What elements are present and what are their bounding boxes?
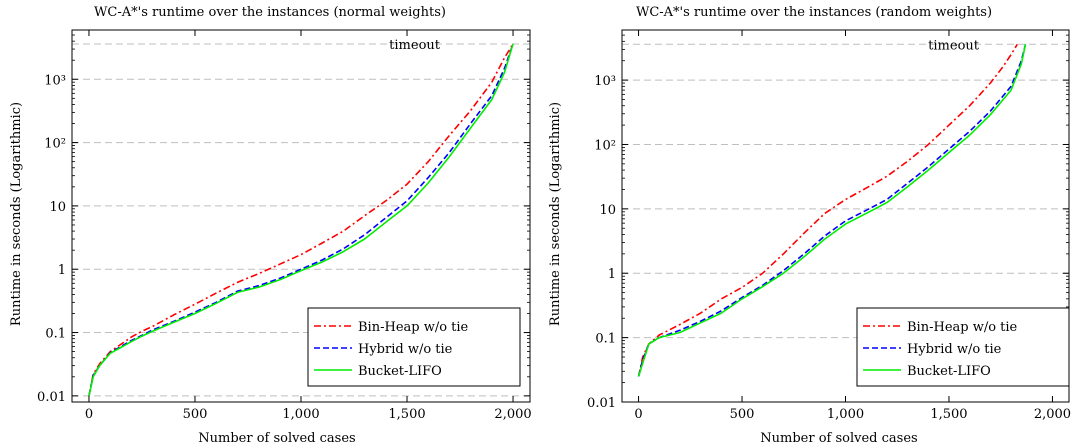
x-tick-label: 1,500 (930, 407, 967, 422)
y-tick-label: 10 (599, 203, 616, 218)
chart-title: WC-A*'s runtime over the instances (norm… (94, 5, 446, 20)
legend-label: Bucket-LIFO (358, 364, 442, 379)
x-tick-label: 2,000 (494, 407, 531, 422)
x-tick-label: 500 (183, 407, 208, 422)
timeout-label: timeout (389, 38, 441, 53)
y-axis-label: Runtime in seconds (Logarithmic) (9, 102, 24, 326)
x-tick-label: 1,000 (282, 407, 319, 422)
x-tick-label: 2,000 (1034, 407, 1071, 422)
y-tick-label: 0.01 (37, 390, 66, 405)
y-tick-label: 1 (608, 267, 616, 282)
y-tick-label: 10 (49, 200, 66, 215)
x-tick-label: 0 (634, 407, 642, 422)
series-line-hybrid-w-o-tie (88, 43, 514, 397)
x-tick-label: 1,500 (388, 407, 425, 422)
plot-frame (71, 29, 531, 403)
series-line-bin-heap-w-o-tie (637, 43, 1018, 377)
y-tick-label: 10³ (594, 74, 616, 89)
y-axis-label: Runtime in seconds (Logarithmic) (548, 102, 563, 326)
y-tick-label: 0.01 (587, 396, 616, 411)
chart-normal-weights: WC-A*'s runtime over the instances (norm… (9, 5, 532, 446)
y-tick-label: 0.1 (45, 327, 66, 342)
legend-label: Hybrid w/o tie (358, 342, 453, 357)
y-tick-label: 0.1 (595, 332, 616, 347)
x-tick-label: 0 (85, 407, 93, 422)
x-tick-label: 1,000 (827, 407, 864, 422)
timeout-label: timeout (928, 38, 980, 53)
y-tick-label: 10² (44, 137, 66, 152)
legend: Bin-Heap w/o tie Hybrid w/o tie Bucket-LIF… (856, 307, 1070, 387)
y-tick-label: 10² (594, 138, 616, 153)
legend-box (856, 307, 1070, 387)
y-tick-label: 1 (58, 263, 66, 278)
legend-label: Bucket-LIFO (907, 364, 991, 379)
legend-label: Bin-Heap w/o tie (907, 320, 1018, 335)
plot-frame (621, 29, 1070, 403)
legend: Bin-Heap w/o tie Hybrid w/o tie Bucket-LIF… (307, 307, 521, 387)
x-axis-label: Number of solved cases (198, 431, 355, 446)
legend-label: Bin-Heap w/o tie (358, 320, 469, 335)
series-line-bucket-lifo (637, 44, 1027, 377)
chart-random-weights: WC-A*'s runtime over the instances (rand… (548, 5, 1071, 446)
legend-box (307, 307, 521, 387)
chart-title: WC-A*'s runtime over the instances (rand… (636, 5, 992, 20)
series-line-bucket-lifo (88, 43, 514, 397)
series-line-bin-heap-w-o-tie (88, 43, 514, 397)
y-tick-label: 10³ (44, 73, 66, 88)
x-tick-label: 500 (730, 407, 755, 422)
legend-label: Hybrid w/o tie (907, 342, 1002, 357)
x-axis-label: Number of solved cases (760, 431, 917, 446)
